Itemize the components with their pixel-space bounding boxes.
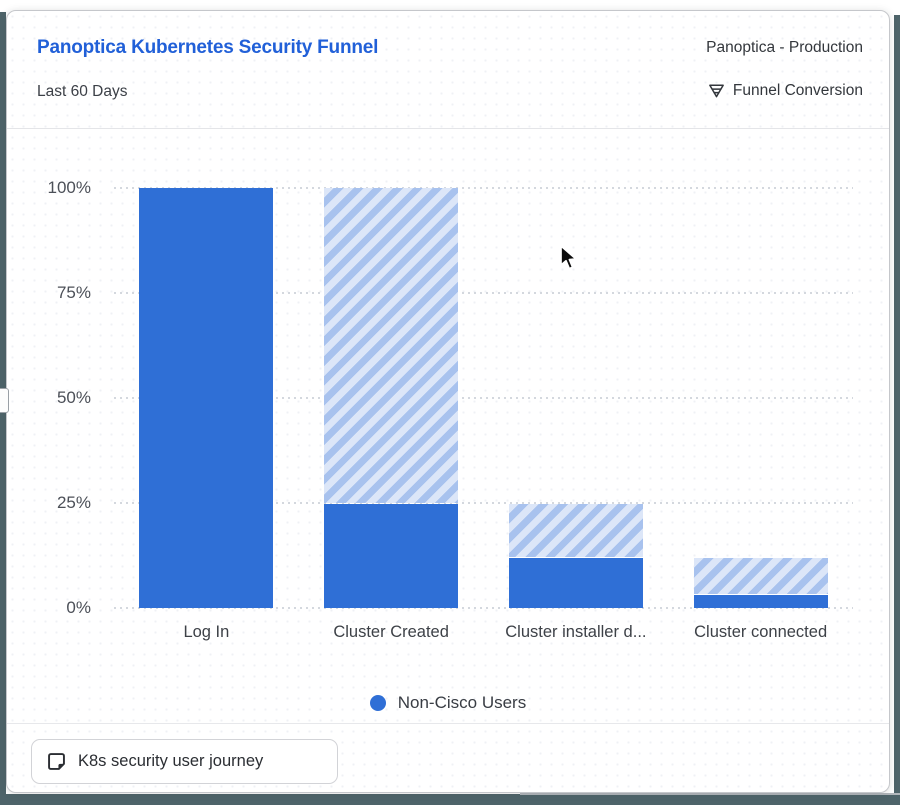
- bar-solid-segment[interactable]: [139, 188, 274, 608]
- bar-hatched-segment[interactable]: [324, 188, 459, 503]
- y-tick-label: 0%: [66, 598, 91, 617]
- gridline: [114, 607, 853, 609]
- x-axis-label: Cluster Created: [333, 623, 449, 641]
- chart-card: Panoptica Kubernetes Security Funnel Las…: [6, 10, 890, 793]
- plot-area: Log In Cluster Created Cluster installer d…: [114, 187, 853, 641]
- chart-title-link[interactable]: Panoptica Kubernetes Security Funnel: [37, 37, 379, 58]
- y-tick-label: 75%: [56, 283, 91, 302]
- chart-mode-control[interactable]: Funnel Conversion: [707, 81, 863, 100]
- y-tick-label: 50%: [56, 388, 91, 407]
- gridline: [114, 187, 853, 189]
- legend-swatch: [369, 695, 386, 711]
- background-window-bottom-edge: [0, 794, 900, 805]
- left-edge-handle[interactable]: [0, 388, 9, 413]
- bar-solid-segment[interactable]: [508, 558, 643, 608]
- chart-mode-label: Funnel Conversion: [732, 81, 863, 99]
- gridline: [114, 292, 853, 294]
- gridline: [114, 397, 853, 399]
- project-label: Panoptica - Production: [706, 39, 863, 56]
- note-icon: [46, 751, 67, 772]
- y-axis-labels: 100% 75% 50% 25% 0%: [7, 178, 91, 617]
- header-divider: [7, 128, 889, 129]
- bar-hatched-segment[interactable]: [693, 558, 828, 594]
- background-window-right-edge: [894, 15, 900, 805]
- journey-button-label: K8s security user journey: [78, 752, 264, 770]
- x-axis-label: Cluster installer d...: [505, 623, 647, 641]
- funnel-icon: [707, 81, 726, 100]
- x-axis-label: Log In: [183, 623, 230, 641]
- x-axis-label: Cluster connected: [694, 623, 828, 641]
- legend-label: Non-Cisco Users: [397, 693, 527, 712]
- footer-divider: [7, 723, 889, 724]
- bar-hatched-segment[interactable]: [508, 503, 643, 557]
- bar-solid-segment[interactable]: [693, 594, 828, 608]
- legend-item[interactable]: Non-Cisco Users: [7, 693, 889, 713]
- k8s-journey-button[interactable]: K8s security user journey: [31, 739, 338, 784]
- bar-solid-segment[interactable]: [324, 503, 459, 608]
- gridline: [114, 502, 853, 504]
- date-range-label: Last 60 Days: [37, 83, 128, 100]
- background-window-bottom-divider: [520, 793, 900, 795]
- y-tick-label: 25%: [56, 493, 91, 512]
- y-tick-label: 100%: [47, 178, 91, 197]
